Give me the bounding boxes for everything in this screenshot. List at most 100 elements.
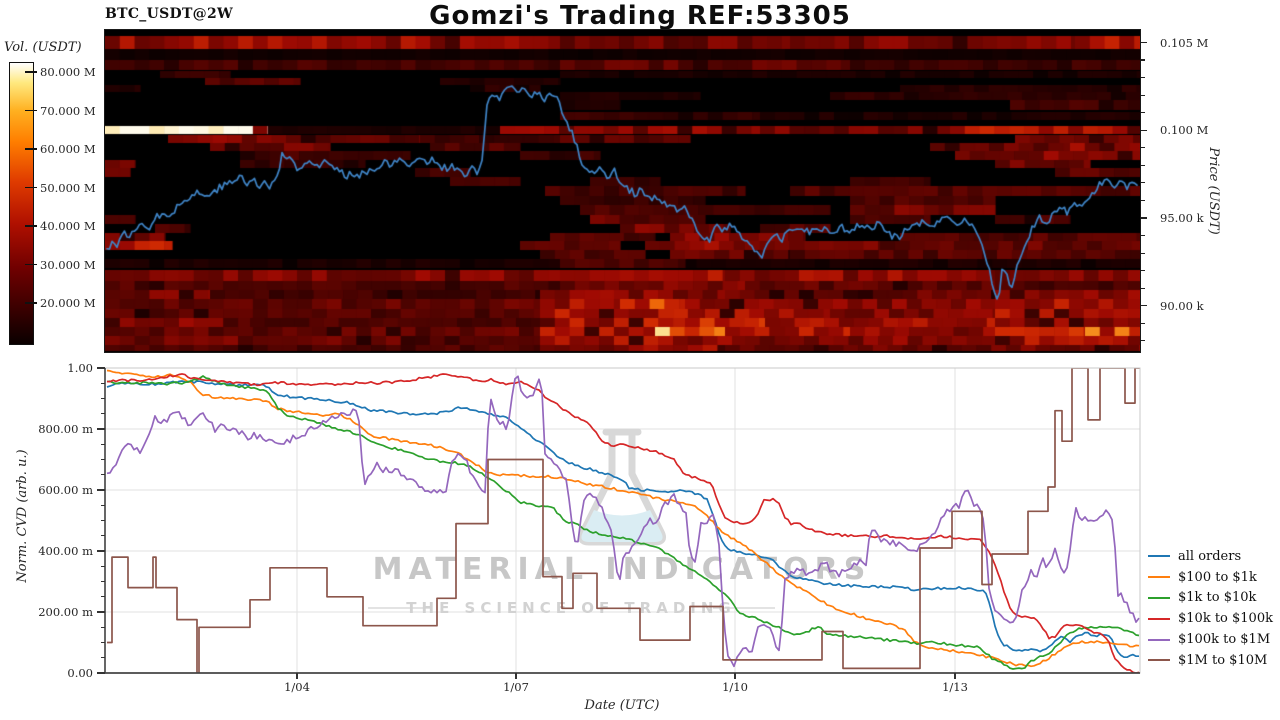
cvd-tick-label: 800.00 m xyxy=(38,422,93,436)
price-tick-label: 95.00 k xyxy=(1160,211,1204,225)
legend-swatch xyxy=(1148,576,1170,579)
legend-swatch xyxy=(1148,617,1170,620)
cvd-major-tick xyxy=(97,489,105,491)
colorbar-tick xyxy=(25,186,37,189)
colorbar-tick xyxy=(25,302,37,304)
date-tick xyxy=(515,673,517,679)
series-line--100k-to-1m xyxy=(106,375,1140,668)
price-major-tick xyxy=(1141,129,1147,131)
legend-label: $10k to $100k xyxy=(1178,611,1273,627)
date-tick-label: 1/13 xyxy=(942,680,968,694)
legend: all orders $100 to $1k $1k to $10k $10k to … xyxy=(1148,546,1273,671)
cvd-minor-tick xyxy=(101,443,105,445)
cvd-major-tick xyxy=(97,611,105,613)
cvd-major-tick xyxy=(97,672,105,674)
legend-item: $1k to $10k xyxy=(1148,588,1273,609)
cvd-minor-tick xyxy=(101,641,105,644)
legend-swatch xyxy=(1148,555,1170,558)
legend-item: $1M to $10M xyxy=(1148,650,1273,671)
cvd-minor-tick xyxy=(101,657,105,659)
price-minor-tick xyxy=(1141,147,1145,149)
cvd-minor-tick xyxy=(101,458,105,461)
colorbar-tick xyxy=(25,225,37,227)
heatmap-panel xyxy=(104,29,1141,353)
cvd-major-tick xyxy=(97,367,105,369)
flask-liquid xyxy=(581,510,663,542)
colorbar-tick-label: 80.000 M xyxy=(40,65,96,79)
price-axis-label: Price (USDT) xyxy=(1206,147,1221,235)
date-tick xyxy=(954,673,956,679)
cvd-major-tick xyxy=(97,428,105,430)
price-minor-tick xyxy=(1141,270,1145,272)
cvd-tick-label: 0.00 xyxy=(67,666,93,680)
date-tick xyxy=(734,673,736,679)
page-title: Gomzi's Trading REF:53305 xyxy=(429,1,851,31)
cvd-minor-tick xyxy=(101,474,105,476)
price-major-tick xyxy=(1141,41,1147,44)
legend-label: $1k to $10k xyxy=(1178,590,1257,606)
cvd-axis-label: Norm. CVD (arb. u.) xyxy=(15,449,30,583)
price-minor-tick xyxy=(1141,234,1145,237)
colorbar-tick-label: 30.000 M xyxy=(40,257,96,272)
price-minor-tick xyxy=(1141,59,1145,61)
legend-item: $10k to $100k xyxy=(1148,608,1273,629)
price-minor-tick xyxy=(1141,112,1145,114)
series-line--1k-to-10k xyxy=(106,375,1140,670)
cvd-minor-tick xyxy=(101,519,105,522)
cvd-major-tick xyxy=(97,550,105,552)
series-lines xyxy=(106,368,1140,673)
colorbar-tick xyxy=(25,148,37,150)
legend-label: $100 to $1k xyxy=(1178,569,1257,585)
colorbar-tick xyxy=(25,263,37,266)
price-major-tick xyxy=(1141,217,1147,219)
colorbar-tick-label: 40.000 M xyxy=(40,219,96,233)
price-minor-tick xyxy=(1141,182,1145,184)
colorbar-tick-label: 20.000 M xyxy=(40,296,96,310)
cvd-tick-label: 1.00 xyxy=(67,361,93,375)
price-tick-label: 90.00 k xyxy=(1160,298,1204,313)
cvd-line-chart: MATERIAL INDICATORS THE SCIENCE OF TRADI… xyxy=(104,367,1141,674)
price-major-tick xyxy=(1141,305,1147,307)
cvd-minor-tick xyxy=(101,565,105,567)
watermark: MATERIAL INDICATORS THE SCIENCE OF TRADI… xyxy=(368,428,865,617)
cvd-minor-tick xyxy=(101,504,105,506)
series-line-all-orders xyxy=(106,379,1139,659)
series-line--10k-to-100k xyxy=(106,373,1140,673)
colorbar-tick-label: 70.000 M xyxy=(40,103,96,118)
price-minor-tick xyxy=(1141,94,1145,96)
legend-swatch xyxy=(1148,596,1170,599)
legend-swatch xyxy=(1148,659,1170,662)
legend-item: all orders xyxy=(1148,546,1273,567)
date-tick xyxy=(296,673,298,679)
price-minor-tick xyxy=(1141,322,1145,324)
price-minor-tick xyxy=(1141,199,1145,202)
colorbar-tick-label: 60.000 M xyxy=(40,142,96,156)
date-axis-label: Date (UTC) xyxy=(584,698,660,713)
legend-item: $100 to $1k xyxy=(1148,567,1273,588)
price-minor-tick xyxy=(1141,287,1145,289)
liquidity-heatmap-canvas xyxy=(105,30,1140,352)
legend-item: $100k to $1M xyxy=(1148,629,1273,650)
colorbar-label: Vol. (USDT) xyxy=(4,40,82,55)
cvd-minor-tick xyxy=(101,596,105,598)
legend-swatch xyxy=(1148,638,1170,641)
cvd-minor-tick xyxy=(101,580,105,583)
cvd-tick-label: 400.00 m xyxy=(38,544,93,558)
cvd-minor-tick xyxy=(101,382,105,384)
price-minor-tick xyxy=(1141,77,1145,79)
series-line--1m-to-10m xyxy=(107,368,1140,673)
colorbar-gradient xyxy=(9,62,34,345)
cvd-tick-label: 600.00 m xyxy=(38,483,93,497)
colorbar-tick-label: 50.000 M xyxy=(40,180,96,195)
cvd-minor-tick xyxy=(101,535,105,537)
cvd-minor-tick xyxy=(101,397,105,400)
legend-label: $1M to $10M xyxy=(1178,652,1268,668)
date-tick-label: 1/07 xyxy=(503,680,529,694)
price-tick-label: 0.105 M xyxy=(1160,35,1209,50)
legend-label: $100k to $1M xyxy=(1178,632,1271,648)
cvd-minor-tick xyxy=(101,413,105,415)
date-tick-label: 1/04 xyxy=(284,680,310,694)
price-tick-label: 0.100 M xyxy=(1160,123,1209,137)
price-minor-tick xyxy=(1141,164,1145,166)
